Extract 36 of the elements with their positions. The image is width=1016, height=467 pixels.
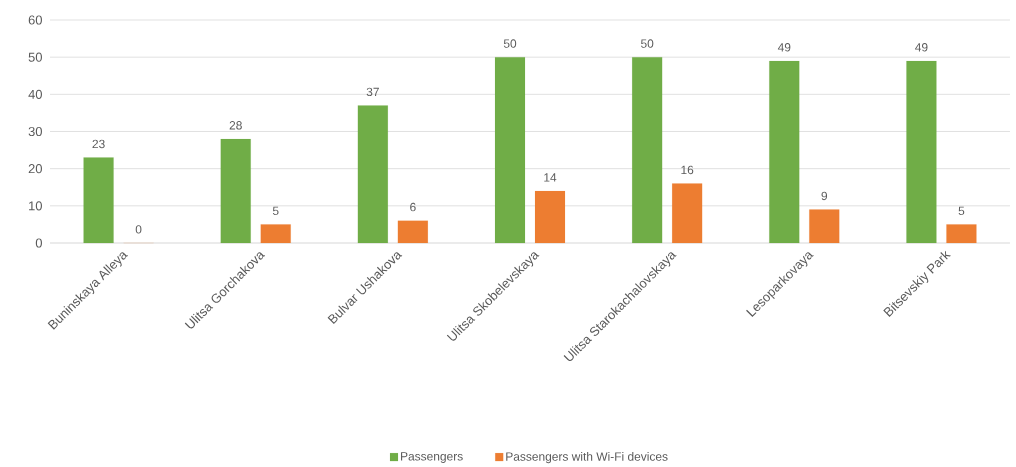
bar [220, 138, 251, 244]
data-label: 28 [229, 121, 242, 130]
bar [906, 60, 937, 244]
data-label: 5 [272, 206, 279, 216]
data-label: 6 [410, 202, 416, 212]
bar [672, 183, 703, 244]
y-tick-label: 60 [28, 15, 42, 25]
y-tick-label: 10 [29, 201, 42, 211]
bar [632, 57, 663, 244]
y-tick-label: 40 [28, 89, 42, 99]
data-label: 9 [821, 191, 828, 201]
bar [494, 57, 526, 244]
legend-label: Passengers [401, 452, 463, 463]
data-label: 49 [915, 43, 928, 52]
bar [83, 157, 114, 244]
bar [534, 190, 566, 244]
data-label: 0 [135, 225, 142, 234]
data-label: 23 [92, 139, 105, 149]
bar [946, 224, 977, 244]
data-label: 50 [503, 39, 517, 48]
data-label: 14 [544, 173, 557, 182]
bar [809, 209, 840, 244]
data-label: 49 [777, 43, 791, 52]
data-label: 50 [640, 39, 654, 48]
y-tick-label: 20 [28, 164, 42, 174]
y-tick-label: 50 [28, 52, 42, 62]
bar [357, 105, 388, 244]
data-label: 16 [681, 165, 694, 175]
bar [260, 224, 291, 244]
bar [397, 220, 428, 244]
data-label: 37 [366, 87, 379, 97]
bar [769, 60, 800, 244]
data-label: 5 [958, 206, 965, 216]
legend-label: Passengers with Wi-Fi devices [506, 451, 668, 464]
y-tick-label: 0 [35, 238, 42, 248]
y-tick-label: 30 [28, 126, 42, 137]
